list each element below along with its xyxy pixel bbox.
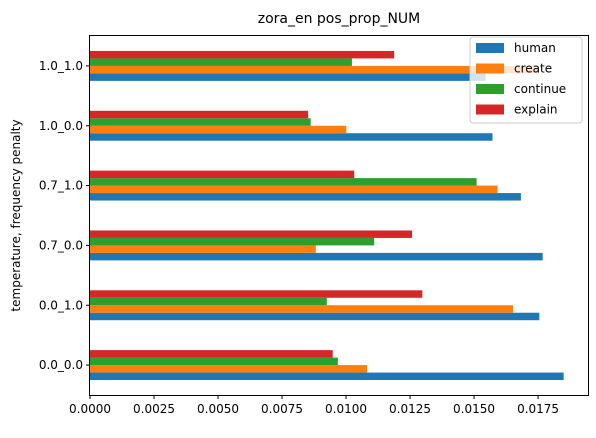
y-tick-label: 0.7_0.0	[39, 238, 83, 252]
bar-explain-0.7_0.0	[90, 230, 413, 238]
bar-continue-1.0_0.0	[90, 118, 311, 126]
bar-explain-1.0_0.0	[90, 110, 309, 119]
x-tick-label: 0.0100	[325, 402, 367, 416]
y-tick-label: 0.7_1.0	[39, 179, 83, 193]
chart-title: zora_en pos_prop_NUM	[258, 11, 421, 27]
y-tick-label: 0.0_0.0	[39, 358, 83, 372]
bar-human-0.0_0.0	[90, 372, 564, 381]
bar-continue-0.7_0.0	[90, 237, 375, 246]
bar-human-1.0_1.0	[90, 73, 486, 81]
bar-create-0.7_0.0	[90, 245, 316, 253]
bar-explain-0.0_0.0	[90, 350, 333, 358]
legend-swatch-explain	[476, 104, 504, 115]
y-tick-label: 1.0_0.0	[39, 119, 83, 133]
x-tick-label: 0.0050	[197, 402, 239, 416]
legend-label-continue: continue	[514, 82, 566, 96]
bar-continue-0.0_0.0	[90, 357, 338, 366]
legend-label-human: human	[514, 41, 556, 55]
legend: human create continue explain	[469, 36, 583, 124]
legend-label-explain: explain	[514, 103, 558, 117]
bar-human-0.7_0.0	[90, 252, 543, 261]
bar-human-0.7_1.0	[90, 193, 521, 201]
x-tick-label: 0.0025	[133, 402, 175, 416]
bar-explain-0.0_1.0	[90, 290, 423, 298]
y-axis: 0.0_0.0 0.0_1.0 0.7_0.0 0.7_1.0 1.0_0.0 1.0_1…	[39, 59, 90, 372]
bar-continue-0.0_1.0	[90, 297, 327, 306]
x-tick-label: 0.0150	[453, 402, 495, 416]
y-tick-label: 1.0_1.0	[39, 59, 83, 73]
bar-human-1.0_0.0	[90, 133, 493, 141]
x-tick-label: 0.0175	[517, 402, 559, 416]
x-axis: 0.0000 0.0025 0.0050 0.0075 0.0100 0.0125 0.01…	[69, 395, 559, 416]
bars-layer	[90, 50, 564, 381]
bar-continue-1.0_1.0	[90, 58, 352, 66]
y-tick-label: 0.0_1.0	[39, 298, 83, 312]
legend-swatch-human	[476, 43, 504, 53]
bar-create-0.7_1.0	[90, 185, 498, 194]
bar-create-1.0_0.0	[90, 125, 347, 134]
bar-create-0.0_1.0	[90, 305, 513, 313]
bar-explain-0.7_1.0	[90, 170, 355, 179]
x-tick-label: 0.0125	[389, 402, 431, 416]
bar-continue-0.7_1.0	[90, 178, 477, 186]
legend-swatch-create	[476, 63, 504, 74]
legend-box	[469, 36, 583, 124]
legend-label-create: create	[514, 62, 552, 76]
x-tick-label: 0.0075	[261, 402, 303, 416]
y-axis-label: temperature, frequency penalty	[9, 119, 23, 311]
bar-create-1.0_1.0	[90, 65, 539, 74]
legend-swatch-continue	[476, 84, 504, 94]
x-tick-label: 0.0000	[69, 402, 111, 416]
plot-frame	[89, 35, 589, 396]
bar-explain-1.0_1.0	[90, 50, 395, 59]
bar-create-0.0_0.0	[90, 365, 368, 373]
bar-human-0.0_1.0	[90, 312, 540, 321]
